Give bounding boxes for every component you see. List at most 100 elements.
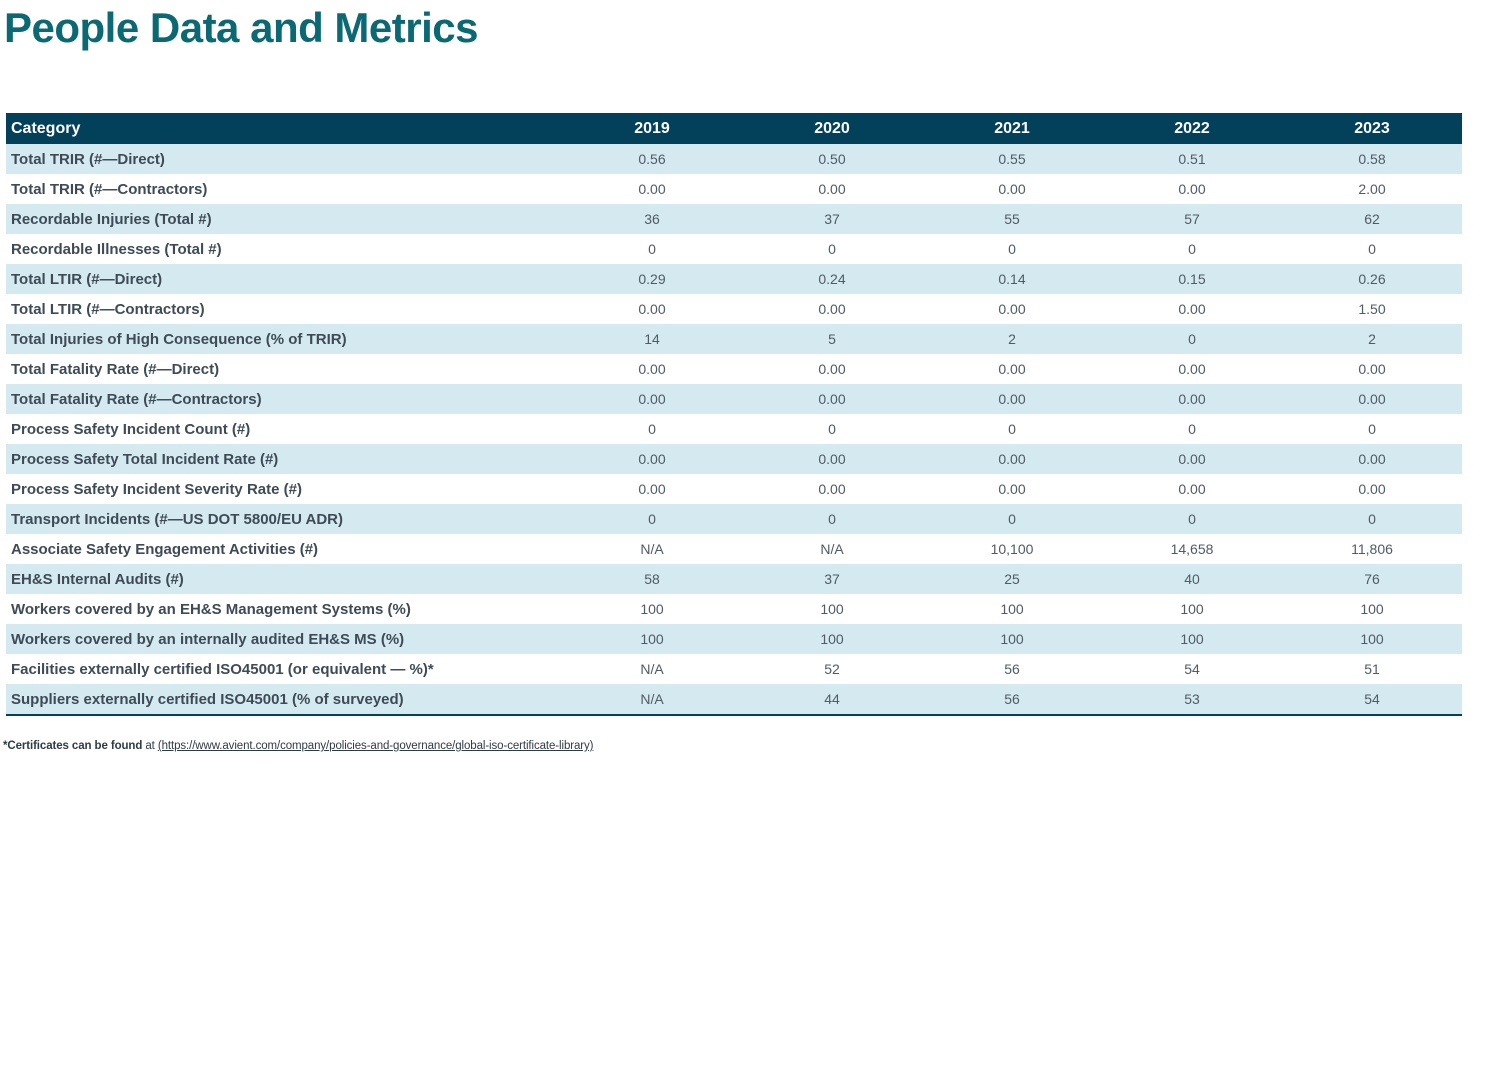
value-cell: 0.00: [742, 354, 922, 384]
table-header-row: Category 2019 2020 2021 2022 2023: [6, 113, 1462, 144]
value-cell: 0.00: [922, 354, 1102, 384]
category-cell: EH&S Internal Audits (#): [6, 564, 562, 594]
table-row: Recordable Illnesses (Total #) 0 0 0 0 0: [6, 234, 1462, 264]
column-header-category: Category: [6, 113, 562, 144]
value-cell: 2.00: [1282, 174, 1462, 204]
value-cell: 100: [1102, 624, 1282, 654]
table-row: Workers covered by an EH&S Management Sy…: [6, 594, 1462, 624]
value-cell: 100: [562, 594, 742, 624]
value-cell: 0: [1102, 234, 1282, 264]
value-cell: 58: [562, 564, 742, 594]
value-cell: 0.00: [742, 474, 922, 504]
table-row: Total LTIR (#—Contractors) 0.00 0.00 0.00 0.…: [6, 294, 1462, 324]
value-cell: 5: [742, 324, 922, 354]
category-cell: Total Fatality Rate (#—Contractors): [6, 384, 562, 414]
value-cell: N/A: [742, 534, 922, 564]
value-cell: 0.56: [562, 144, 742, 174]
value-cell: 10,100: [922, 534, 1102, 564]
footnote-connector: at: [142, 740, 158, 752]
value-cell: 0.00: [922, 384, 1102, 414]
value-cell: 37: [742, 564, 922, 594]
value-cell: 0.00: [562, 294, 742, 324]
value-cell: 0.00: [1102, 474, 1282, 504]
value-cell: 0.58: [1282, 144, 1462, 174]
value-cell: 0.00: [1102, 444, 1282, 474]
table-row: Total Fatality Rate (#—Contractors) 0.00 0…: [6, 384, 1462, 414]
category-cell: Suppliers externally certified ISO45001 …: [6, 684, 562, 715]
value-cell: 54: [1102, 654, 1282, 684]
value-cell: 0: [1102, 504, 1282, 534]
page-title: People Data and Metrics: [4, 4, 478, 51]
table-row: Facilities externally certified ISO45001…: [6, 654, 1462, 684]
value-cell: 1.50: [1282, 294, 1462, 324]
category-cell: Total LTIR (#—Direct): [6, 264, 562, 294]
table-row: Recordable Injuries (Total #) 36 37 55 57 62: [6, 204, 1462, 234]
table-row: Associate Safety Engagement Activities (…: [6, 534, 1462, 564]
value-cell: 53: [1102, 684, 1282, 715]
value-cell: 0.00: [742, 174, 922, 204]
value-cell: 100: [742, 624, 922, 654]
value-cell: 11,806: [1282, 534, 1462, 564]
value-cell: 52: [742, 654, 922, 684]
category-cell: Total TRIR (#—Contractors): [6, 174, 562, 204]
table-row: Total Fatality Rate (#—Direct) 0.00 0.00 0.…: [6, 354, 1462, 384]
value-cell: N/A: [562, 654, 742, 684]
value-cell: 14,658: [1102, 534, 1282, 564]
value-cell: 0.00: [922, 444, 1102, 474]
value-cell: 0.00: [1102, 354, 1282, 384]
value-cell: 100: [922, 624, 1102, 654]
value-cell: 0.00: [742, 444, 922, 474]
value-cell: 100: [922, 594, 1102, 624]
value-cell: 0.00: [562, 354, 742, 384]
value-cell: 0: [742, 234, 922, 264]
value-cell: 0.00: [562, 474, 742, 504]
value-cell: 0: [742, 504, 922, 534]
value-cell: 51: [1282, 654, 1462, 684]
footnote-bold-text: *Certificates can be found: [3, 740, 143, 752]
value-cell: 0.00: [562, 174, 742, 204]
value-cell: 0: [922, 504, 1102, 534]
value-cell: 0: [562, 504, 742, 534]
value-cell: 0.50: [742, 144, 922, 174]
category-cell: Process Safety Incident Severity Rate (#…: [6, 474, 562, 504]
value-cell: 0: [1282, 234, 1462, 264]
value-cell: 2: [922, 324, 1102, 354]
value-cell: 62: [1282, 204, 1462, 234]
table-row: Total TRIR (#—Direct) 0.56 0.50 0.55 0.51 0.5…: [6, 144, 1462, 174]
value-cell: 25: [922, 564, 1102, 594]
value-cell: 0.00: [1102, 384, 1282, 414]
value-cell: 37: [742, 204, 922, 234]
value-cell: 0.24: [742, 264, 922, 294]
category-cell: Transport Incidents (#—US DOT 5800/EU AD…: [6, 504, 562, 534]
people-data-metrics-table: Category 2019 2020 2021 2022 2023 Total …: [6, 113, 1462, 716]
value-cell: 2: [1282, 324, 1462, 354]
table-row: Workers covered by an internally audited…: [6, 624, 1462, 654]
value-cell: 0.29: [562, 264, 742, 294]
value-cell: 56: [922, 654, 1102, 684]
value-cell: 44: [742, 684, 922, 715]
value-cell: 100: [742, 594, 922, 624]
value-cell: 0.51: [1102, 144, 1282, 174]
table-row: Process Safety Incident Severity Rate (#…: [6, 474, 1462, 504]
value-cell: 55: [922, 204, 1102, 234]
value-cell: 0: [1282, 414, 1462, 444]
table-header: Category 2019 2020 2021 2022 2023: [6, 113, 1462, 144]
value-cell: 0.00: [922, 474, 1102, 504]
category-cell: Process Safety Incident Count (#): [6, 414, 562, 444]
value-cell: 100: [562, 624, 742, 654]
value-cell: 0: [922, 414, 1102, 444]
value-cell: 54: [1282, 684, 1462, 715]
certificate-library-link[interactable]: (https://www.avient.com/company/policies…: [157, 740, 594, 752]
category-cell: Workers covered by an internally audited…: [6, 624, 562, 654]
column-header-2023: 2023: [1282, 113, 1462, 144]
value-cell: 100: [1282, 624, 1462, 654]
table-row: EH&S Internal Audits (#) 58 37 25 40 76: [6, 564, 1462, 594]
column-header-2019: 2019: [562, 113, 742, 144]
table-body: Total TRIR (#—Direct) 0.56 0.50 0.55 0.51 0.5…: [6, 144, 1462, 715]
value-cell: 0.00: [1282, 444, 1462, 474]
footnote: *Certificates can be found at (https://w…: [3, 740, 593, 752]
value-cell: 100: [1102, 594, 1282, 624]
value-cell: 0: [1282, 504, 1462, 534]
value-cell: 0.00: [562, 384, 742, 414]
